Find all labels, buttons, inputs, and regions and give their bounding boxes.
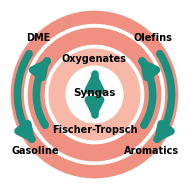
Circle shape (69, 69, 120, 120)
Circle shape (28, 28, 161, 161)
Text: Fischer-Tropsch: Fischer-Tropsch (52, 125, 137, 135)
Text: Aromatics: Aromatics (124, 146, 179, 156)
Text: Syngas: Syngas (73, 88, 116, 98)
Text: DME: DME (26, 33, 50, 43)
Circle shape (11, 11, 178, 178)
Text: Oxygenates: Oxygenates (62, 54, 127, 64)
Text: Olefins: Olefins (134, 33, 173, 43)
Circle shape (45, 45, 144, 144)
Circle shape (25, 25, 164, 164)
Text: Gasoline: Gasoline (11, 146, 59, 156)
Circle shape (66, 66, 123, 123)
Circle shape (49, 49, 140, 140)
